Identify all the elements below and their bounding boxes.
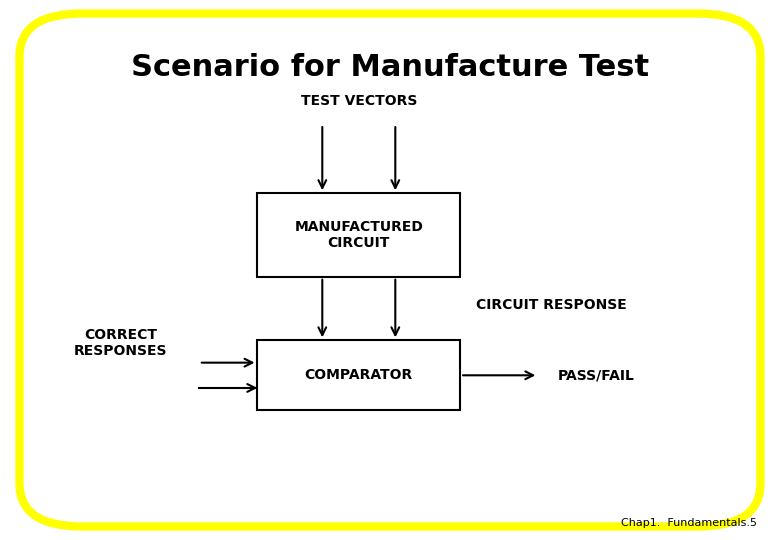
Text: CORRECT
RESPONSES: CORRECT RESPONSES bbox=[74, 328, 168, 358]
Text: Scenario for Manufacture Test: Scenario for Manufacture Test bbox=[131, 53, 649, 82]
Text: MANUFACTURED
CIRCUIT: MANUFACTURED CIRCUIT bbox=[294, 220, 424, 250]
Text: COMPARATOR: COMPARATOR bbox=[305, 368, 413, 382]
FancyBboxPatch shape bbox=[257, 340, 460, 410]
Text: CIRCUIT RESPONSE: CIRCUIT RESPONSE bbox=[476, 298, 626, 312]
Text: Chap1.  Fundamentals.5: Chap1. Fundamentals.5 bbox=[621, 518, 757, 528]
FancyBboxPatch shape bbox=[257, 193, 460, 277]
FancyBboxPatch shape bbox=[20, 14, 760, 526]
Text: PASS/FAIL: PASS/FAIL bbox=[558, 368, 635, 382]
Text: TEST VECTORS: TEST VECTORS bbox=[300, 94, 417, 108]
